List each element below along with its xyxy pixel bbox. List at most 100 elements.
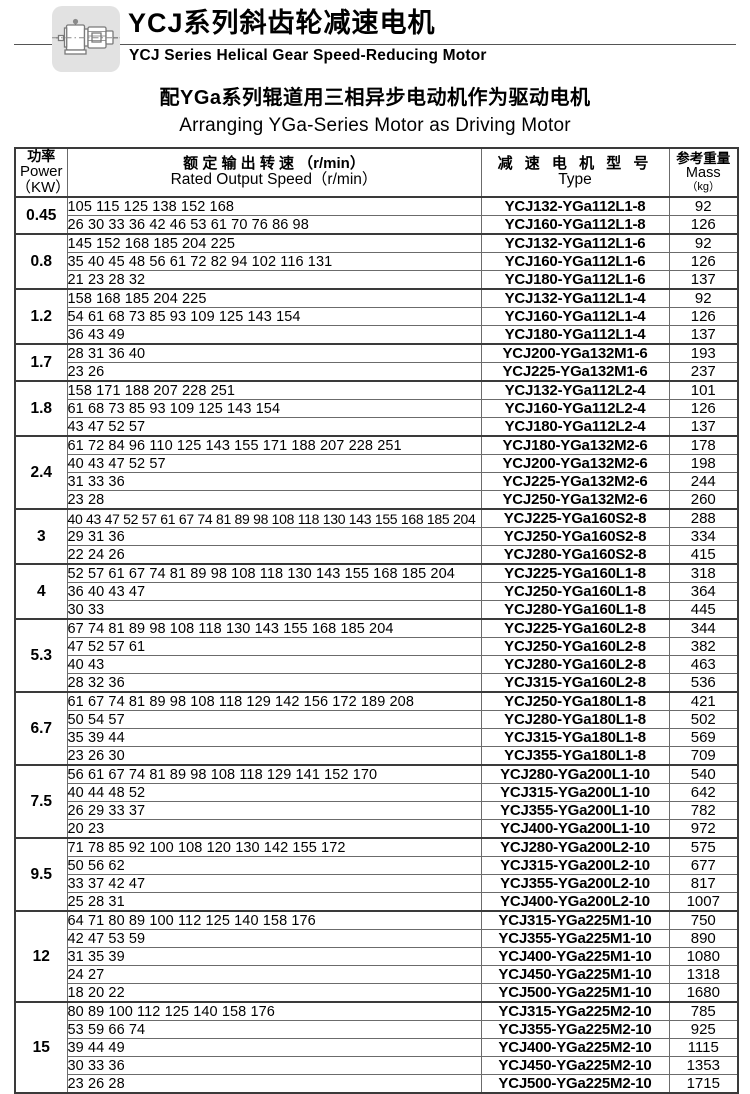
table-row: 30 33 36 YCJ450-YGa225M2-10 1353: [15, 1056, 739, 1076]
cell-rated-output-speed: 31 33 36: [66, 472, 482, 492]
table-row: 18 20 22 YCJ500-YGa225M1-10 1680: [15, 983, 739, 1003]
table-header-row: 功率 Power （KW） 额 定 输 出 转 速 （r/min） Rated …: [14, 147, 739, 198]
table-row: 33 37 42 47 YCJ355-YGa200L2-10 817: [15, 874, 739, 894]
cell-type: YCJ160-YGa112L1-6: [480, 252, 670, 272]
table-row: 61 68 73 85 93 109 125 143 154 YCJ160-YGa…: [15, 399, 739, 419]
cell-power: 4: [14, 563, 68, 620]
cell-power: 15: [14, 1001, 68, 1094]
table-row: 40 43 47 52 57 YCJ200-YGa132M2-6 198: [15, 454, 739, 474]
cell-rated-output-speed: 26 30 33 36 42 46 53 61 70 76 86 98: [66, 215, 482, 235]
cell-mass: 126: [668, 252, 739, 272]
table-row: 42 47 53 59 YCJ355-YGa225M1-10 890: [15, 929, 739, 949]
cell-type: YCJ225-YGa132M1-6: [480, 362, 670, 382]
cell-rated-output-speed: 43 47 52 57: [66, 417, 482, 437]
cell-rated-output-speed: 39 44 49: [66, 1038, 482, 1058]
table-row: 54 61 68 73 85 93 109 125 143 154 YCJ160-…: [15, 307, 739, 327]
cell-power: 9.5: [14, 837, 68, 912]
cell-rated-output-speed: 23 28: [66, 490, 482, 510]
cell-rated-output-speed: 22 24 26: [66, 545, 482, 565]
table-row: 40 44 48 52 YCJ315-YGa200L1-10 642: [15, 783, 739, 803]
cell-power: 12: [14, 910, 68, 1003]
table-row: 1.2 158 168 185 204 225 YCJ132-YGa112L1-4 9…: [14, 288, 739, 345]
cell-mass: 415: [668, 545, 739, 565]
cell-type: YCJ160-YGa112L2-4: [480, 399, 670, 419]
column-header-type-zh: 减 速 电 机 型 号: [497, 155, 653, 173]
cell-rated-output-speed: 158 168 185 204 225: [66, 288, 482, 309]
cell-type: YCJ450-YGa225M2-10: [480, 1056, 670, 1076]
cell-type: YCJ355-YGa200L2-10: [480, 874, 670, 894]
cell-power: 2.4: [14, 435, 68, 510]
cell-mass: 502: [668, 710, 739, 730]
cell-rated-output-speed: 53 59 66 74: [66, 1020, 482, 1040]
cell-type: YCJ400-YGa200L1-10: [480, 819, 670, 839]
table-row: 0.8 145 152 168 185 204 225 YCJ132-YGa112L…: [14, 233, 739, 290]
cell-mass: 677: [668, 856, 739, 876]
cell-power: 0.45: [14, 196, 68, 235]
cell-mass: 817: [668, 874, 739, 894]
cell-mass: 137: [668, 270, 739, 290]
header-divider: [14, 44, 736, 45]
cell-mass: 364: [668, 582, 739, 602]
cell-power: 0.8: [14, 233, 68, 290]
cell-type: YCJ250-YGa160L1-8: [480, 582, 670, 602]
cell-type: YCJ225-YGa132M2-6: [480, 472, 670, 492]
cell-type: YCJ132-YGa112L1-6: [480, 233, 670, 254]
cell-type: YCJ180-YGa112L1-4: [480, 325, 670, 345]
cell-type: YCJ250-YGa160L2-8: [480, 637, 670, 657]
cell-rated-output-speed: 30 33: [66, 600, 482, 620]
cell-mass: 1715: [668, 1074, 739, 1094]
cell-rated-output-speed: 61 72 84 96 110 125 143 155 171 188 207 …: [66, 435, 482, 456]
table-row: 25 28 31 YCJ400-YGa200L2-10 1007: [15, 892, 739, 912]
cell-type: YCJ280-YGa200L1-10: [480, 764, 670, 785]
cell-rated-output-speed: 18 20 22: [66, 983, 482, 1003]
cell-type: YCJ225-YGa160S2-8: [480, 508, 670, 529]
subheading-zh: 配YGa系列辊道用三相异步电动机作为驱动电机: [159, 87, 591, 109]
cell-type: YCJ315-YGa160L2-8: [480, 673, 670, 693]
cell-mass: 750: [668, 910, 739, 931]
cell-type: YCJ450-YGa225M1-10: [480, 965, 670, 985]
cell-mass: 890: [668, 929, 739, 949]
cell-type: YCJ315-YGa200L1-10: [480, 783, 670, 803]
cell-mass: 540: [668, 764, 739, 785]
cell-mass: 178: [668, 435, 739, 456]
cell-rated-output-speed: 47 52 57 61: [66, 637, 482, 657]
table-row: 36 40 43 47 YCJ250-YGa160L1-8 364: [15, 582, 739, 602]
cell-mass: 237: [668, 362, 739, 382]
table-row: 2.4 61 72 84 96 110 125 143 155 171 188 2…: [14, 435, 739, 510]
table-row: 6.7 61 67 74 81 89 98 108 118 129 142 156…: [14, 691, 739, 766]
cell-power: 1.7: [14, 343, 68, 382]
column-header-mass-unit: （kg）: [686, 180, 721, 193]
cell-mass: 126: [668, 307, 739, 327]
cell-type: YCJ355-YGa225M2-10: [480, 1020, 670, 1040]
cell-rated-output-speed: 30 33 36: [66, 1056, 482, 1076]
table-row: 28 32 36 YCJ315-YGa160L2-8 536: [15, 673, 739, 693]
cell-rated-output-speed: 80 89 100 112 125 140 158 176: [66, 1001, 482, 1022]
cell-rated-output-speed: 52 57 61 67 74 81 89 98 108 118 130 143 …: [66, 563, 482, 584]
cell-rated-output-speed: 145 152 168 185 204 225: [66, 233, 482, 254]
table-row: 35 40 45 48 56 61 72 82 94 102 116 131 YC…: [15, 252, 739, 272]
cell-mass: 288: [668, 508, 739, 529]
cell-mass: 126: [668, 399, 739, 419]
cell-type: YCJ132-YGa112L1-8: [480, 196, 670, 217]
table-row: 15 80 89 100 112 125 140 158 176 YCJ315-YG…: [14, 1001, 739, 1094]
table-row: 20 23 YCJ400-YGa200L1-10 972: [15, 819, 739, 839]
table-row: 4 52 57 61 67 74 81 89 98 108 118 130 143…: [14, 563, 739, 620]
cell-rated-output-speed: 23 26: [66, 362, 482, 382]
cell-mass: 334: [668, 527, 739, 547]
table-row: 23 26 28 YCJ500-YGa225M2-10 1715: [15, 1074, 739, 1094]
column-header-power-unit: （KW）: [16, 179, 71, 197]
cell-mass: 1007: [668, 892, 739, 912]
cell-mass: 925: [668, 1020, 739, 1040]
spec-table: 功率 Power （KW） 额 定 输 出 转 速 （r/min） Rated …: [14, 147, 739, 1094]
cell-mass: 782: [668, 801, 739, 821]
cell-rated-output-speed: 56 61 67 74 81 89 98 108 118 129 141 152…: [66, 764, 482, 785]
cell-mass: 137: [668, 417, 739, 437]
table-row: 23 28 YCJ250-YGa132M2-6 260: [15, 490, 739, 510]
cell-mass: 137: [668, 325, 739, 345]
cell-type: YCJ132-YGa112L2-4: [480, 380, 670, 401]
table-row: 53 59 66 74 YCJ355-YGa225M2-10 925: [15, 1020, 739, 1040]
cell-type: YCJ225-YGa160L2-8: [480, 618, 670, 639]
cell-type: YCJ500-YGa225M1-10: [480, 983, 670, 1003]
cell-mass: 1353: [668, 1056, 739, 1076]
column-header-speed-en: Rated Output Speed（r/min）: [170, 171, 378, 189]
